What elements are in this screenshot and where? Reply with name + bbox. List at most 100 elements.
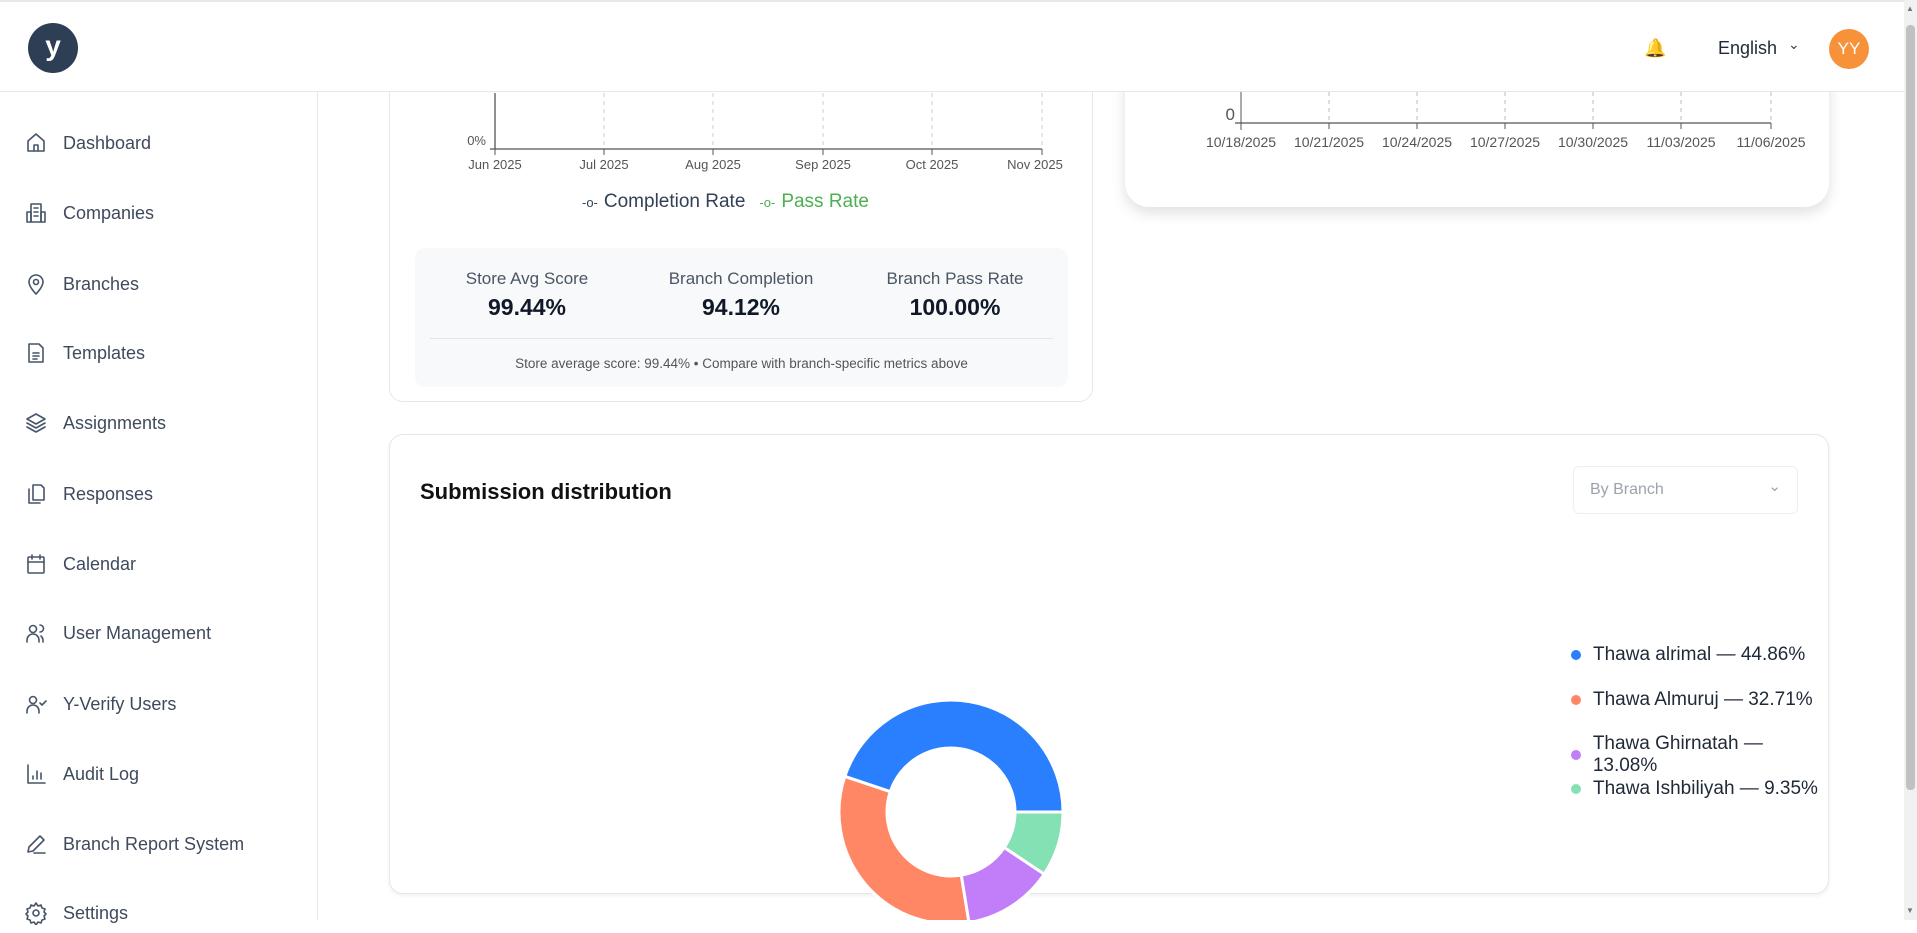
sidebar-item-y-verify-users[interactable]: Y-Verify Users <box>0 684 317 724</box>
y-tick-label: 0 <box>1225 105 1235 124</box>
sidebar-item-audit-log[interactable]: Audit Log <box>0 754 317 794</box>
app-logo[interactable]: y <box>28 23 78 73</box>
user-avatar[interactable]: YY <box>1829 29 1869 69</box>
sidebar-item-user-management[interactable]: User Management <box>0 613 317 653</box>
vertical-scrollbar[interactable]: ▲ ▼ <box>1904 0 1917 920</box>
chevron-down-icon[interactable]: ⌄ <box>1788 36 1800 52</box>
gear-icon <box>25 902 47 925</box>
users-icon <box>26 624 45 643</box>
top-header: y 🔔 English ⌄ YY <box>0 0 1904 92</box>
legend-dot <box>1571 695 1581 705</box>
legend-item: Thawa Almuruj — 32.71% <box>1571 689 1813 711</box>
document-icon <box>28 343 44 363</box>
scrollbar-thumb[interactable] <box>1906 25 1915 790</box>
sidebar-item-label: Responses <box>63 483 154 504</box>
sidebar-item-label: User Management <box>63 622 212 643</box>
chevron-down-icon: ⌄ <box>1768 478 1781 495</box>
bar-chart-icon <box>27 764 46 784</box>
x-tick-label: 10/21/2025 <box>1293 134 1365 150</box>
scroll-up-arrow-icon[interactable]: ▲ <box>1906 4 1914 13</box>
notification-bell-icon[interactable]: 🔔 <box>1644 38 1667 58</box>
sidebar-item-assignments[interactable]: Assignments <box>0 403 317 443</box>
calendar-icon <box>27 554 45 574</box>
language-selector[interactable]: English <box>1718 38 1778 58</box>
legend-dot <box>1571 650 1581 660</box>
x-tick-label: 10/27/2025 <box>1469 134 1541 150</box>
timeline-chart <box>1235 92 1772 130</box>
x-tick-label: Aug 2025 <box>685 157 741 172</box>
main-content: 0% Jun 2025 Jul 2025 Aug 2025 Sep 2025 O… <box>318 92 1904 920</box>
legend-completion-rate[interactable]: Completion Rate <box>603 191 746 212</box>
map-pin-icon <box>28 274 44 295</box>
submission-distribution-card: Submission distribution By Branch ⌄ Thaw… <box>389 434 1829 920</box>
x-tick-label: 10/30/2025 <box>1557 134 1629 150</box>
sidebar-item-label: Settings <box>63 902 129 923</box>
x-tick-label: Sep 2025 <box>795 157 851 172</box>
x-tick-label: 10/24/2025 <box>1381 134 1453 150</box>
user-check-icon <box>26 695 47 714</box>
legend-item: Thawa Ishbiliyah — 9.35% <box>1571 778 1818 800</box>
completion-rate-legend-icon: -o- <box>582 194 598 210</box>
trend-chart <box>490 93 1043 155</box>
pass-rate-legend-icon: -o- <box>759 194 776 210</box>
stat-value: 100.00% <box>909 294 1001 320</box>
sidebar: Dashboard Companies Branches Templates A… <box>0 92 318 925</box>
legend-dot <box>1571 784 1581 794</box>
donut-slice-thawa-almuruj[interactable] <box>837 774 971 920</box>
trend-card: 0% Jun 2025 Jul 2025 Aug 2025 Sep 2025 O… <box>389 92 1093 402</box>
legend-item: Thawa alrimal — 44.86% <box>1571 644 1805 666</box>
layers-icon <box>26 413 46 433</box>
x-tick-label: Jun 2025 <box>468 157 522 172</box>
x-tick-label: Nov 2025 <box>1007 157 1063 172</box>
sidebar-item-branch-report-system[interactable]: Branch Report System <box>0 824 317 864</box>
sidebar-item-label: Branches <box>63 273 140 294</box>
sidebar-item-templates[interactable]: Templates <box>0 333 317 373</box>
sidebar-item-companies[interactable]: Companies <box>0 193 317 233</box>
dropdown-value: By Branch <box>1590 481 1664 498</box>
donut-chart <box>837 698 1065 920</box>
chart-legend: -o- Completion Rate -o- Pass Rate <box>582 191 869 213</box>
legend-item: Thawa Ghirnatah — 13.08% <box>1571 733 1828 777</box>
sidebar-item-dashboard[interactable]: Dashboard <box>0 123 317 163</box>
sidebar-item-label: Assignments <box>63 412 167 433</box>
home-icon <box>27 133 45 152</box>
legend-label: Thawa Ishbiliyah — 9.35% <box>1593 778 1818 799</box>
stat-label: Branch Pass Rate <box>886 269 1024 288</box>
building-icon <box>26 203 46 223</box>
sidebar-item-label: Audit Log <box>63 763 140 784</box>
stat-label: Store Avg Score <box>465 269 589 288</box>
donut-slice-thawa-ishbiliyah[interactable] <box>1002 810 1065 877</box>
stats-note: Store average score: 99.44% • Compare wi… <box>515 356 968 371</box>
sidebar-item-calendar[interactable]: Calendar <box>0 544 317 584</box>
x-tick-label: 10/18/2025 <box>1205 134 1277 150</box>
group-by-dropdown[interactable]: By Branch ⌄ <box>1573 466 1798 514</box>
legend-label: Thawa Almuruj — 32.71% <box>1593 689 1813 710</box>
stats-summary: Store Avg Score 99.44% Branch Completion… <box>415 248 1068 387</box>
sidebar-item-responses[interactable]: Responses <box>0 474 317 514</box>
sidebar-item-label: Companies <box>63 202 155 223</box>
divider <box>430 338 1053 339</box>
stat-value: 99.44% <box>487 294 567 320</box>
y-tick-label: 0% <box>467 133 486 148</box>
timeline-card: 0 10/18/2025 10/21/2025 10/24/2025 10/27… <box>1125 92 1829 207</box>
sidebar-item-settings[interactable]: Settings <box>0 893 317 933</box>
sidebar-item-label: Dashboard <box>63 132 152 153</box>
sidebar-item-label: Templates <box>63 342 146 363</box>
x-tick-label: Oct 2025 <box>905 157 959 172</box>
pencil-icon <box>27 835 46 854</box>
card-title: Submission distribution <box>420 479 672 504</box>
copy-icon <box>28 484 45 504</box>
sidebar-item-label: Calendar <box>63 553 137 574</box>
stat-value: 94.12% <box>701 294 781 320</box>
donut-slice-thawa-alrimal[interactable] <box>842 698 1065 814</box>
legend-label: Thawa Ghirnatah — 13.08% <box>1592 733 1763 776</box>
x-tick-label: 11/03/2025 <box>1646 134 1716 150</box>
sidebar-item-branches[interactable]: Branches <box>0 264 317 304</box>
sidebar-item-label: Branch Report System <box>63 833 245 854</box>
legend-pass-rate[interactable]: Pass Rate <box>781 191 869 212</box>
legend-label: Thawa alrimal — 44.86% <box>1593 644 1806 665</box>
sidebar-item-label: Y-Verify Users <box>63 693 177 714</box>
x-tick-label: Jul 2025 <box>579 157 629 172</box>
scroll-down-arrow-icon[interactable]: ▼ <box>1906 906 1914 915</box>
x-tick-label: 11/06/2025 <box>1736 134 1806 150</box>
